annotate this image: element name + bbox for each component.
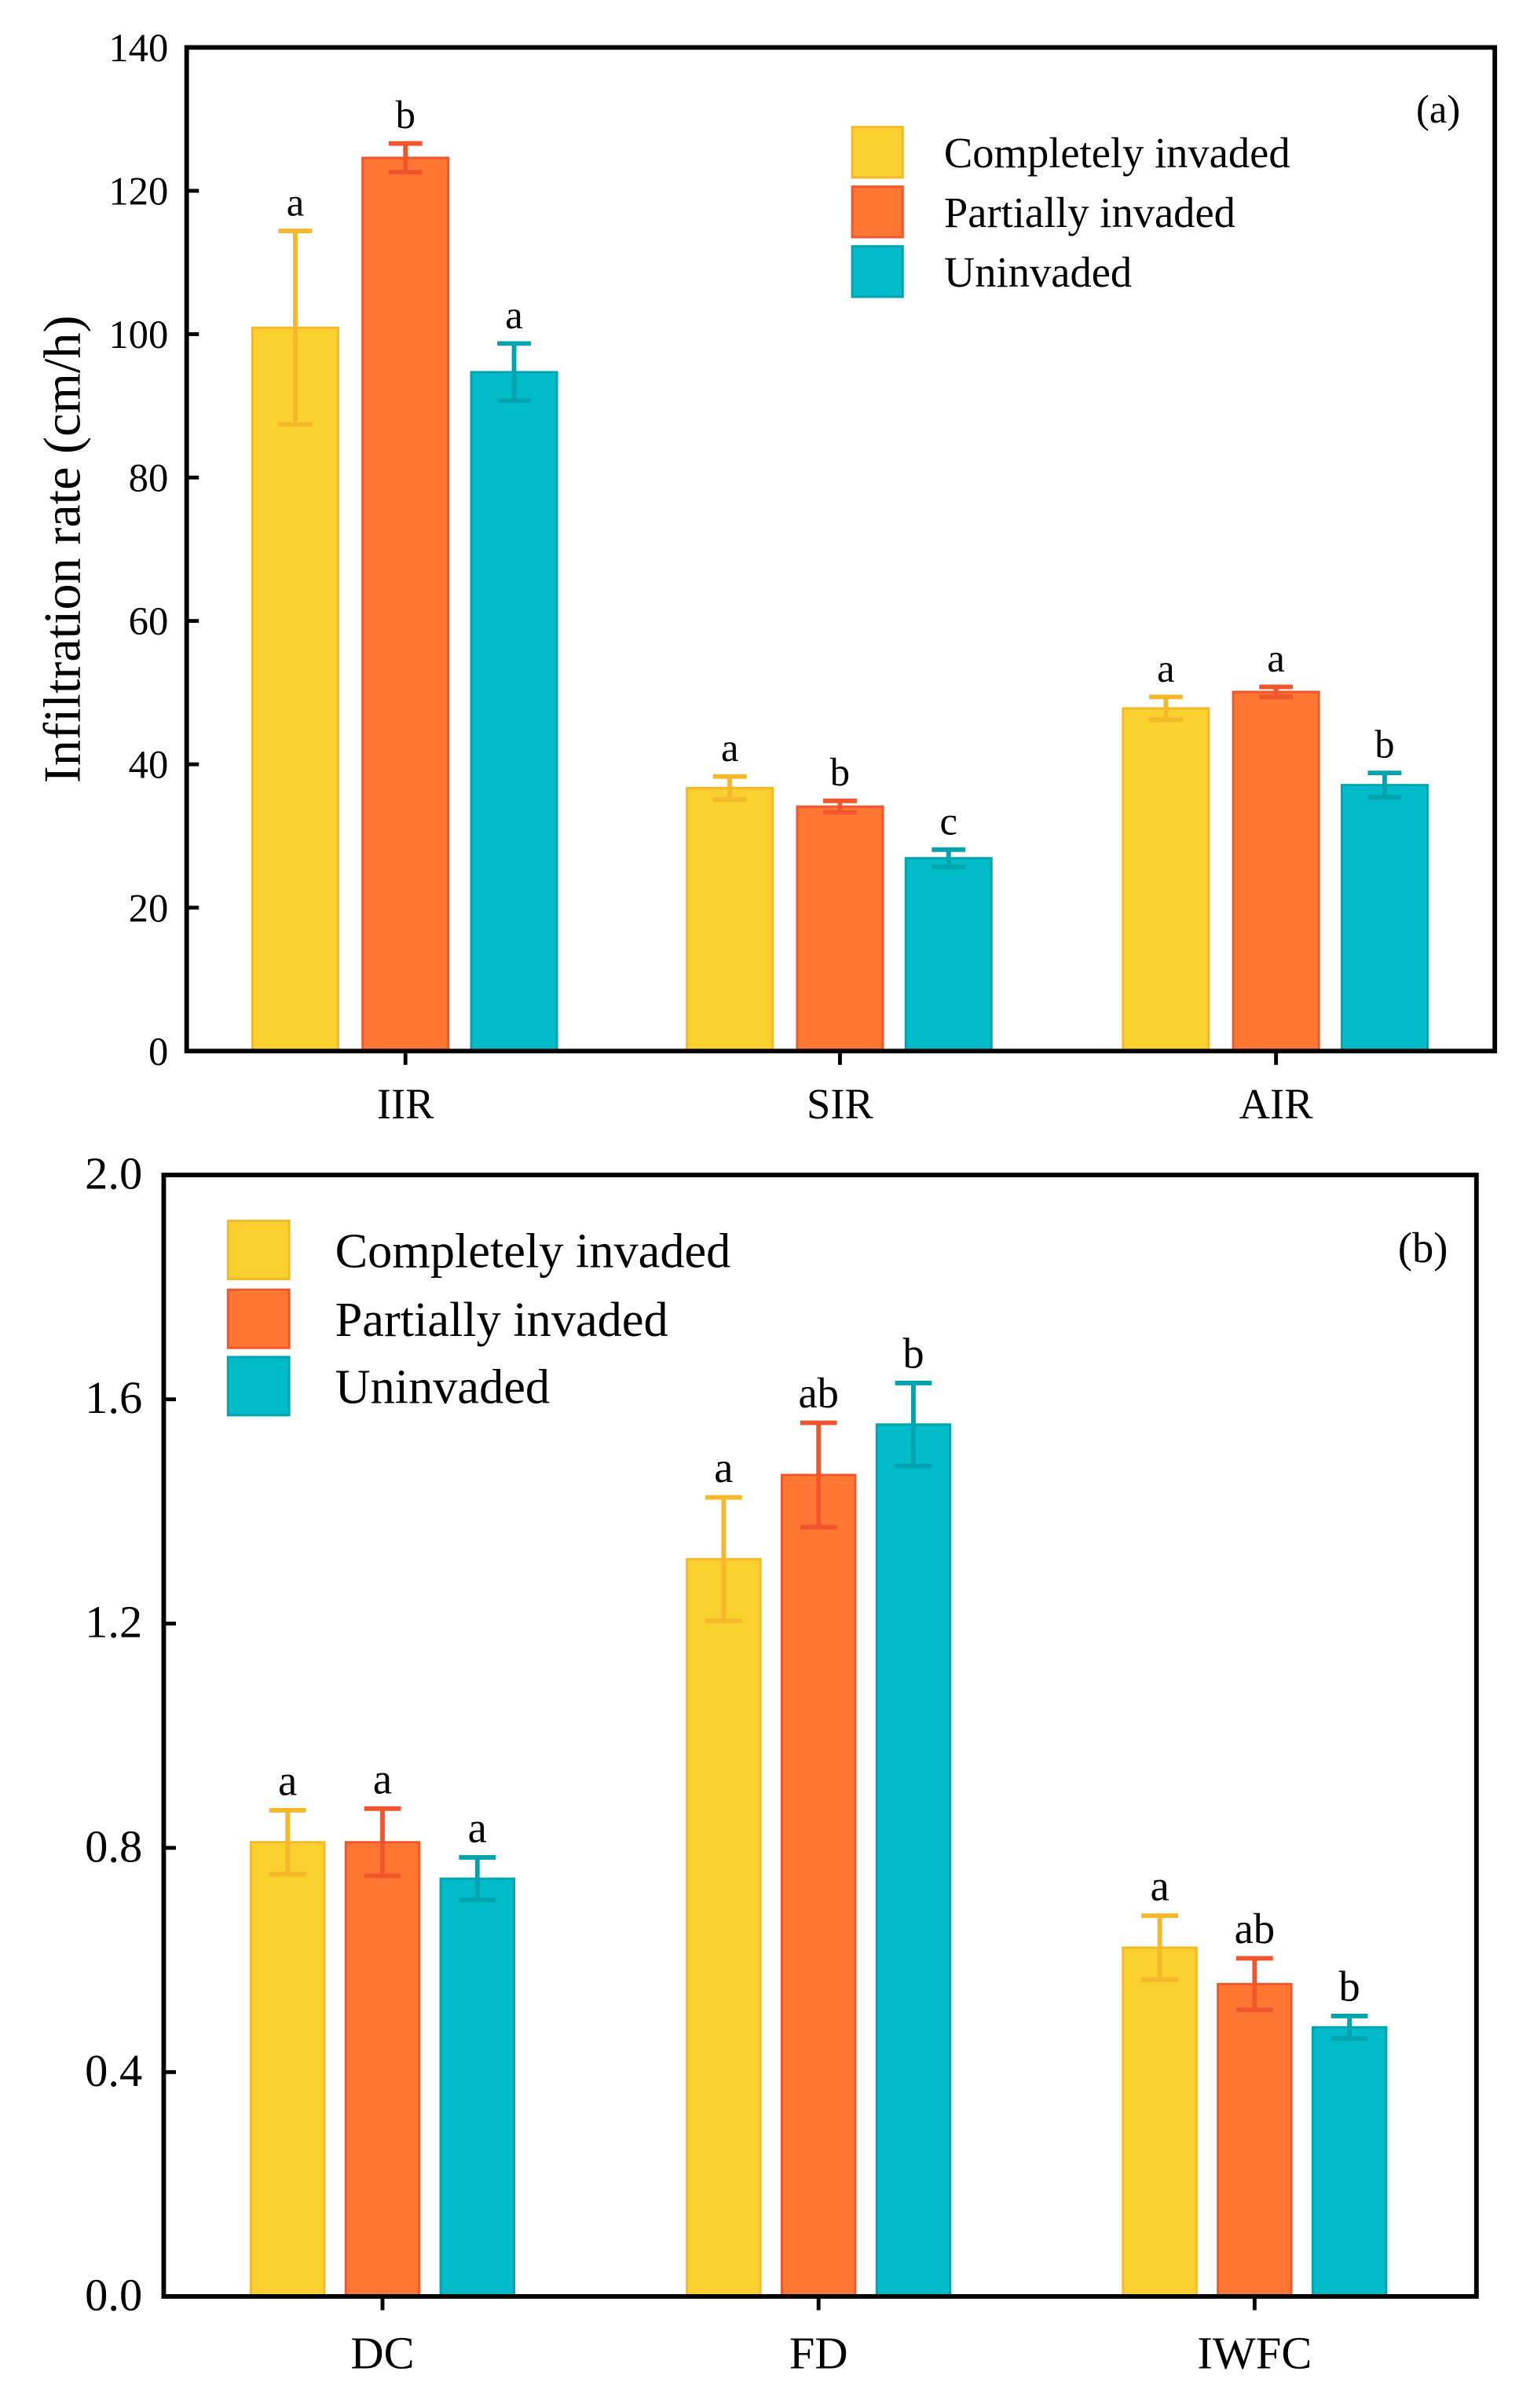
legend-label-uninvaded: Uninvaded [335,1360,550,1414]
legend-label-partially: Partially invaded [335,1293,668,1347]
significance-letter: a [278,1756,297,1804]
x-tick-label: FD [789,2328,848,2379]
y-tick-label: 40 [129,743,169,787]
y-tick-label: 20 [129,886,169,930]
bar-completely-FD [686,1557,762,2298]
y-tick-label: 0.4 [85,2045,142,2096]
panel-label: (a) [1416,87,1460,131]
significance-letter: a [287,181,304,225]
legend-label-completely: Completely invaded [335,1224,731,1278]
legend-label-uninvaded: Uninvaded [944,248,1132,296]
significance-letter: a [505,293,522,337]
bar-completely-SIR [686,786,774,1052]
legend-swatch-completely [851,126,904,179]
x-tick-label: IIR [377,1080,434,1128]
bar-completely-IWFC [1122,1946,1198,2298]
bar-partially-AIR [1232,690,1320,1052]
bar-partially-IIR [361,156,450,1052]
significance-letter: a [721,726,738,770]
significance-letter: b [396,93,415,137]
legend-swatch-uninvaded [226,1356,291,1417]
bar-partially-FD [780,1473,857,2298]
legend-label-completely: Completely invaded [944,129,1290,177]
x-tick-label: IWFC [1197,2328,1312,2379]
y-tick-label: 0.8 [85,1821,142,1872]
x-tick-label: DC [350,2328,414,2379]
significance-letter: b [1339,1962,1360,2010]
legend-label-partially: Partially invaded [944,188,1235,236]
significance-letter: a [373,1755,392,1802]
bar-partially-SIR [796,805,884,1052]
significance-letter: b [830,750,850,794]
y-tick-label: 100 [108,313,168,357]
significance-letter: ab [798,1369,838,1417]
x-tick-label: SIR [807,1080,873,1128]
significance-letter: a [1267,636,1284,680]
significance-letter: c [940,799,957,843]
y-tick-label: 2.0 [85,1148,142,1199]
bar-completely-IIR [251,326,339,1052]
significance-letter: a [468,1803,487,1851]
y-axis-label: Infiltration rate (cm/h) [34,315,91,783]
y-tick-label: 80 [129,456,169,500]
bar-uninvaded-AIR [1340,784,1429,1052]
bar-completely-DC [250,1841,326,2298]
significance-letter: ab [1235,1905,1275,1952]
significance-letter: a [714,1444,733,1491]
bar-uninvaded-IIR [470,371,558,1052]
bar-partially-DC [344,1841,421,2298]
y-tick-label: 140 [108,26,168,70]
y-tick-label: 1.2 [85,1597,142,1648]
panel-label: (b) [1398,1224,1448,1272]
y-tick-label: 0 [148,1030,168,1074]
significance-letter: a [1157,646,1174,690]
significance-letter: b [902,1329,924,1377]
legend-swatch-partially [851,185,904,239]
y-tick-label: 1.6 [85,1372,142,1423]
y-tick-label: 120 [108,169,168,213]
bar-uninvaded-FD [875,1423,952,2298]
legend-swatch-uninvaded [851,245,904,298]
significance-letter: b [1374,723,1394,767]
bar-uninvaded-IWFC [1311,2026,1388,2298]
legend-swatch-partially [226,1288,291,1349]
x-tick-label: AIR [1239,1080,1314,1128]
bar-uninvaded-DC [439,1877,515,2298]
legend-swatch-completely [226,1220,291,1280]
y-tick-label: 0.0 [85,2269,142,2320]
bar-partially-IWFC [1217,1982,1293,2298]
significance-letter: a [1150,1862,1169,1910]
panel-a: a a a b b a a c b 0 20 40 60 80 100 120 140 IIR SIR AIR Comp… [34,26,1498,1128]
bar-completely-AIR [1122,707,1210,1052]
bar-uninvaded-SIR [904,857,993,1052]
y-tick-label: 60 [129,599,169,643]
